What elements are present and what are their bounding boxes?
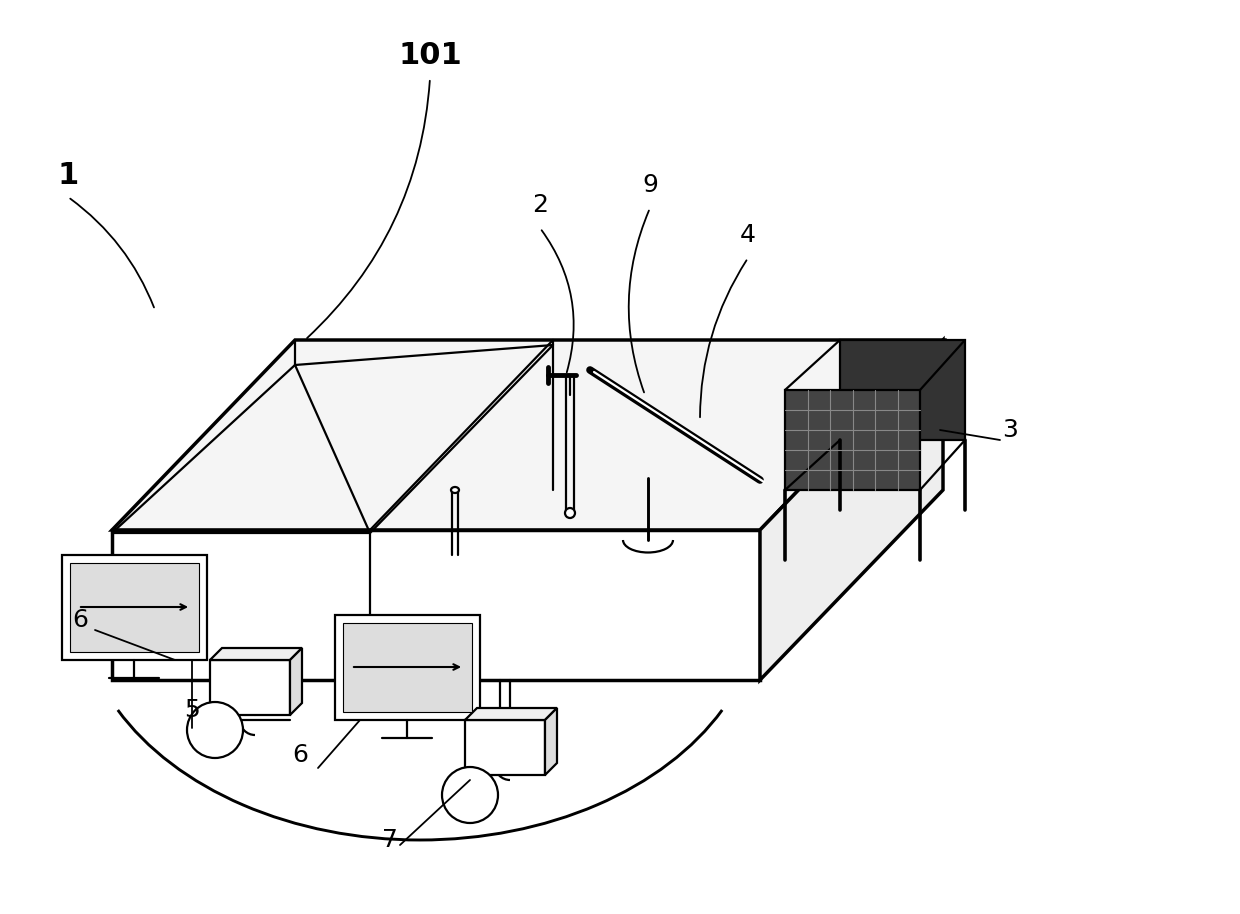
Polygon shape <box>112 340 942 530</box>
Circle shape <box>187 702 243 758</box>
Text: 5: 5 <box>184 698 200 722</box>
Text: 3: 3 <box>1002 418 1018 442</box>
Polygon shape <box>210 660 290 715</box>
Polygon shape <box>112 530 760 680</box>
Ellipse shape <box>451 487 459 493</box>
Polygon shape <box>465 708 557 720</box>
Polygon shape <box>69 563 198 652</box>
Polygon shape <box>62 555 207 660</box>
Polygon shape <box>785 390 920 490</box>
Polygon shape <box>546 708 557 775</box>
Polygon shape <box>210 648 303 660</box>
Text: 6: 6 <box>72 608 88 632</box>
Polygon shape <box>465 720 546 775</box>
Circle shape <box>441 767 498 823</box>
Polygon shape <box>290 648 303 715</box>
Ellipse shape <box>565 508 575 518</box>
Text: 4: 4 <box>740 223 756 247</box>
Text: 101: 101 <box>398 40 461 69</box>
Text: 1: 1 <box>57 161 78 189</box>
Polygon shape <box>343 623 472 712</box>
Text: 9: 9 <box>642 173 658 197</box>
Polygon shape <box>839 340 965 440</box>
Polygon shape <box>760 340 942 680</box>
Polygon shape <box>335 615 480 720</box>
Text: 7: 7 <box>382 828 398 852</box>
Text: 2: 2 <box>532 193 548 217</box>
Text: 6: 6 <box>291 743 308 767</box>
